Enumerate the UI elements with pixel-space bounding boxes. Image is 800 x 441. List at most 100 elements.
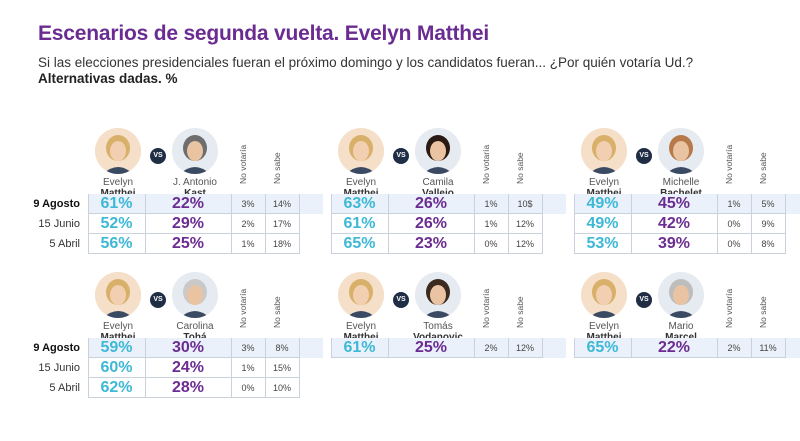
candidate-a-value: 61% (100, 195, 133, 212)
scenario-panel: EvelynMattheiVSCamilaVallejoNo votaríaNo… (331, 128, 566, 258)
grid-hline (574, 357, 785, 358)
candidate-b-photo (415, 272, 461, 318)
grid-vline (299, 338, 300, 398)
date-label: 5 Abril (49, 382, 80, 394)
grid-hline (88, 233, 299, 234)
candidate-a-photo (338, 128, 384, 174)
grid-hline (331, 253, 542, 254)
candidate-a-value: 49% (586, 195, 619, 212)
candidate-a-photo (581, 128, 627, 174)
grid-vline (88, 194, 89, 254)
candidate-b-value: 25% (414, 339, 448, 356)
grid-vline (388, 194, 389, 254)
date-label: 9 Agosto (33, 342, 80, 354)
candidate-a-value: 56% (100, 235, 133, 252)
candidate-a-first-name: Evelyn (102, 177, 133, 188)
page-subtitle: Si las elecciones presidenciales fueran … (38, 55, 694, 70)
grid-vline (265, 194, 266, 254)
grid-vline (574, 338, 575, 358)
candidate-b: MarioMarcel (646, 272, 716, 343)
candidate-a-last-name: Matthei (569, 332, 639, 343)
col-label-no-votaria: No votaría (238, 144, 248, 184)
no-votaria-value: 1% (484, 199, 498, 209)
candidate-a-first-name: Evelyn (102, 321, 133, 332)
table-row: 49% 42% 0% 9% (574, 214, 800, 234)
no-sabe-value: 17% (272, 219, 291, 229)
no-votaria-value: 1% (727, 199, 741, 209)
candidate-b-first-name: Tomás (423, 321, 453, 332)
table-row: 49% 45% 1% 5% (574, 194, 800, 214)
candidate-a-first-name: Evelyn (588, 177, 619, 188)
candidate-a-last-name: Matthei (83, 188, 153, 199)
candidate-b-value: 29% (171, 215, 205, 232)
date-label: 15 Junio (38, 218, 80, 230)
no-sabe-value: 8% (761, 239, 775, 249)
grid-hline (574, 253, 785, 254)
scenario-panel: EvelynMattheiVSCarolinaToháNo votaríaNo … (88, 272, 323, 402)
col-label-no-sabe: No sabe (272, 152, 282, 184)
candidate-b-value: 26% (414, 215, 448, 232)
candidate-b: J. AntonioKast (160, 128, 230, 199)
candidate-a-value: 59% (100, 339, 133, 356)
vs-badge: VS (636, 292, 652, 308)
no-sabe-value: 5% (761, 199, 775, 209)
no-sabe-value: 15% (272, 363, 291, 373)
grid-vline (785, 194, 786, 254)
candidate-a-value: 61% (343, 215, 376, 232)
no-votaria-value: 0% (241, 383, 255, 393)
candidate-b-photo (172, 272, 218, 318)
no-sabe-value: 11% (759, 343, 777, 353)
no-sabe-value: 10$ (517, 199, 533, 209)
results-grid: 61% 25% 2% 12% (331, 338, 566, 358)
grid-hline (331, 213, 542, 214)
grid-vline (717, 338, 718, 358)
table-row: 56% 25% 1% 18% (88, 234, 323, 254)
candidate-a-first-name: Evelyn (345, 321, 376, 332)
candidate-b-value: 26% (414, 195, 448, 212)
table-row: 53% 39% 0% 8% (574, 234, 800, 254)
grid-vline (631, 338, 632, 358)
grid-vline (508, 194, 509, 254)
candidate-a-last-name: Matthei (326, 188, 396, 199)
col-label-no-votaria: No votaría (724, 288, 734, 328)
results-grid: 63% 26% 1% 10$ 61% 26% 1% 12% 65% 23% 0% 12% (331, 194, 566, 254)
grid-hline (574, 213, 785, 214)
candidate-b-value: 24% (171, 359, 205, 376)
no-sabe-value: 12% (515, 343, 534, 353)
grid-vline (88, 338, 89, 398)
no-sabe-value: 9% (761, 219, 775, 229)
page-title: Escenarios de segunda vuelta. Evelyn Mat… (38, 22, 490, 45)
candidate-a-photo (581, 272, 627, 318)
date-label: 5 Abril (49, 238, 80, 250)
grid-vline (231, 338, 232, 398)
col-label-no-sabe: No sabe (758, 296, 768, 328)
page-subtitle-units: Alternativas dadas. % (38, 71, 178, 86)
grid-vline (785, 338, 786, 358)
candidate-b-value: 39% (657, 235, 691, 252)
table-row: 61% 22% 3% 14% (88, 194, 323, 214)
date-label: 9 Agosto (33, 198, 80, 210)
table-row: 63% 26% 1% 10$ (331, 194, 566, 214)
grid-hline (574, 233, 785, 234)
table-row: 65% 22% 2% 11% (574, 338, 800, 358)
grid-vline (299, 194, 300, 254)
no-sabe-value: 18% (272, 239, 291, 249)
grid-vline (331, 338, 332, 358)
grid-vline (751, 194, 752, 254)
col-label-no-sabe: No sabe (515, 296, 525, 328)
grid-hline (88, 253, 299, 254)
grid-vline (474, 338, 475, 358)
candidate-b-photo (415, 128, 461, 174)
table-row: 52% 29% 2% 17% (88, 214, 323, 234)
grid-vline (542, 194, 543, 254)
col-label-no-votaria: No votaría (481, 144, 491, 184)
candidate-a-last-name: Matthei (326, 332, 396, 343)
candidate-b-value: 42% (657, 215, 691, 232)
grid-vline (388, 338, 389, 358)
candidate-a-value: 53% (586, 235, 619, 252)
table-row: 65% 23% 0% 12% (331, 234, 566, 254)
grid-vline (717, 194, 718, 254)
